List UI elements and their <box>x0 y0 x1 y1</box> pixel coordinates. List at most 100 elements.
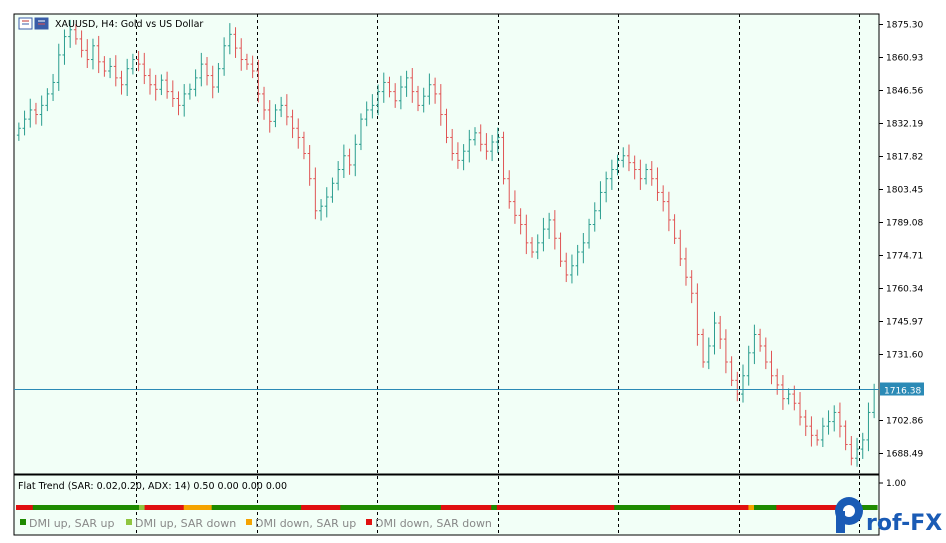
candle <box>85 39 90 69</box>
indicator-segment <box>703 505 710 510</box>
candle <box>581 233 586 264</box>
indicator-segment <box>765 505 772 510</box>
candle <box>547 212 552 239</box>
legend-label: DMI up, SAR down <box>135 517 236 530</box>
indicator-segment <box>821 505 828 510</box>
candle <box>415 85 420 112</box>
candle <box>495 127 500 154</box>
candle <box>758 328 763 352</box>
candle <box>330 177 335 203</box>
y-tick-label: 1688.49 <box>886 450 923 460</box>
indicator-segment <box>194 505 202 510</box>
indicator-segment <box>826 505 833 510</box>
symbol-title: XAUUSD, H4: Gold vs US Dollar <box>55 19 203 30</box>
candle <box>142 52 147 85</box>
candle <box>102 56 107 77</box>
indicator-segment <box>569 505 576 510</box>
candle <box>165 71 170 99</box>
indicator-segment <box>770 505 777 510</box>
indicator-segment <box>396 505 403 510</box>
candle <box>250 55 255 79</box>
indicator-segment <box>262 505 269 510</box>
candle <box>575 244 580 276</box>
candle <box>638 159 643 190</box>
candle <box>626 144 631 172</box>
indicator-segment <box>256 505 263 510</box>
indicator-segment <box>99 505 107 510</box>
candle <box>763 337 768 370</box>
indicator-segment <box>653 505 660 510</box>
candle <box>695 283 700 346</box>
indicator-segment <box>619 505 627 510</box>
indicator-segment <box>860 505 867 510</box>
candle <box>130 53 135 75</box>
indicator-segment <box>340 505 347 510</box>
indicator-segment <box>150 505 157 510</box>
candle <box>552 210 557 250</box>
current-price-label: 1716.38 <box>884 387 921 397</box>
candle <box>860 432 865 459</box>
candle <box>358 113 363 151</box>
indicator-segment <box>178 505 185 510</box>
candle <box>96 35 101 74</box>
candle <box>741 364 746 403</box>
candle <box>820 417 825 448</box>
candle <box>313 167 318 220</box>
indicator-segment <box>390 505 397 510</box>
candle <box>262 86 267 120</box>
indicator-segment <box>166 505 174 510</box>
candle <box>336 161 341 191</box>
candle <box>370 94 375 119</box>
indicator-segment <box>597 505 604 510</box>
main-panel[interactable] <box>13 13 880 475</box>
candle <box>683 247 688 286</box>
candle <box>718 315 723 349</box>
indicator-segment <box>284 505 291 510</box>
indicator-segment <box>267 505 274 510</box>
candle <box>438 84 443 126</box>
candle <box>73 24 78 45</box>
indicator-segment <box>211 505 218 510</box>
logo-text: rof-FX <box>866 511 942 536</box>
y-tick-label: 1731.60 <box>886 351 923 361</box>
current-price-line: 1716.38 <box>14 382 924 397</box>
indicator-segment <box>625 505 632 510</box>
indicator-segment <box>217 505 224 510</box>
indicator-segment <box>558 505 565 510</box>
current-price-tag <box>880 382 924 396</box>
candle <box>512 190 517 224</box>
candle <box>809 416 814 447</box>
candle <box>68 19 73 48</box>
candle <box>775 368 780 395</box>
candle <box>427 73 432 105</box>
candle <box>649 161 654 186</box>
candle <box>39 95 44 126</box>
indicator-segment <box>323 505 330 510</box>
candle <box>484 133 489 160</box>
candle <box>33 102 38 125</box>
indicator-segment <box>161 505 168 510</box>
indicator-segment <box>446 505 453 510</box>
y-tick-label: 1832.19 <box>886 120 923 130</box>
candle <box>153 74 158 101</box>
indicator-segment <box>480 505 487 510</box>
indicator-segment <box>183 505 190 510</box>
candle <box>564 252 569 283</box>
indicator-segment <box>720 505 727 510</box>
candle <box>376 84 381 116</box>
candle <box>22 110 27 136</box>
indicator-segment <box>368 505 375 510</box>
candle <box>615 154 620 176</box>
symbol-icon[interactable] <box>18 17 49 30</box>
candle <box>780 375 785 410</box>
candle <box>398 75 403 110</box>
indicator-segment <box>552 505 559 510</box>
y-tick-label: 1846.56 <box>886 87 923 97</box>
indicator-segment <box>139 505 146 510</box>
candle <box>701 328 706 368</box>
candle <box>136 51 141 72</box>
candle <box>108 57 113 79</box>
candle <box>598 181 603 220</box>
candle <box>666 191 671 232</box>
indicator-segment <box>698 505 705 510</box>
